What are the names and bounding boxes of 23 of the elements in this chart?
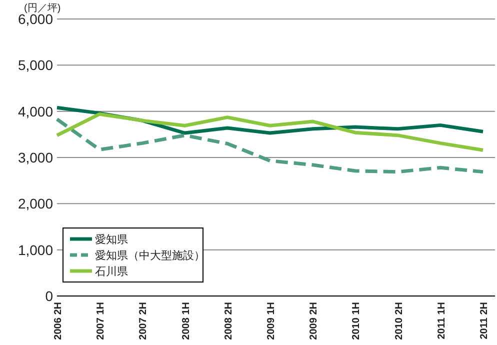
x-tick-label: 2009 2H xyxy=(308,302,320,340)
y-tick-label: 4,000 xyxy=(18,103,54,120)
x-tick-label: 2008 1H xyxy=(180,302,192,340)
legend-label: 愛知県 xyxy=(95,233,128,246)
x-tick-label: 2007 1H xyxy=(96,302,107,340)
x-tick-label: 2010 2H xyxy=(394,302,405,340)
x-tick-label: 2008 2H xyxy=(223,302,234,340)
y-tick-label: 0 xyxy=(45,288,54,304)
line-series xyxy=(55,117,485,174)
y-tick-label: 3,000 xyxy=(18,150,54,166)
x-tick-label: 2009 1H xyxy=(266,302,277,340)
y-tick-label: 1,000 xyxy=(18,242,54,258)
x-tick-label: 2007 2H xyxy=(138,302,150,340)
x-tick-label: 2011 2H xyxy=(479,302,490,340)
line-series xyxy=(55,112,485,152)
x-tick-label: 2010 1H xyxy=(351,302,362,340)
legend-label: 愛知県（中大型施設） xyxy=(95,249,205,262)
legend-label: 石川県 xyxy=(95,265,128,278)
x-tick-label: 2006 2H xyxy=(53,302,64,340)
y-tick-label: 2,000 xyxy=(18,196,54,212)
y-tick-label: 5,000 xyxy=(18,57,54,74)
y-axis-title: (円／坪) xyxy=(24,2,61,14)
x-tick-label: 2011 1H xyxy=(436,302,448,340)
